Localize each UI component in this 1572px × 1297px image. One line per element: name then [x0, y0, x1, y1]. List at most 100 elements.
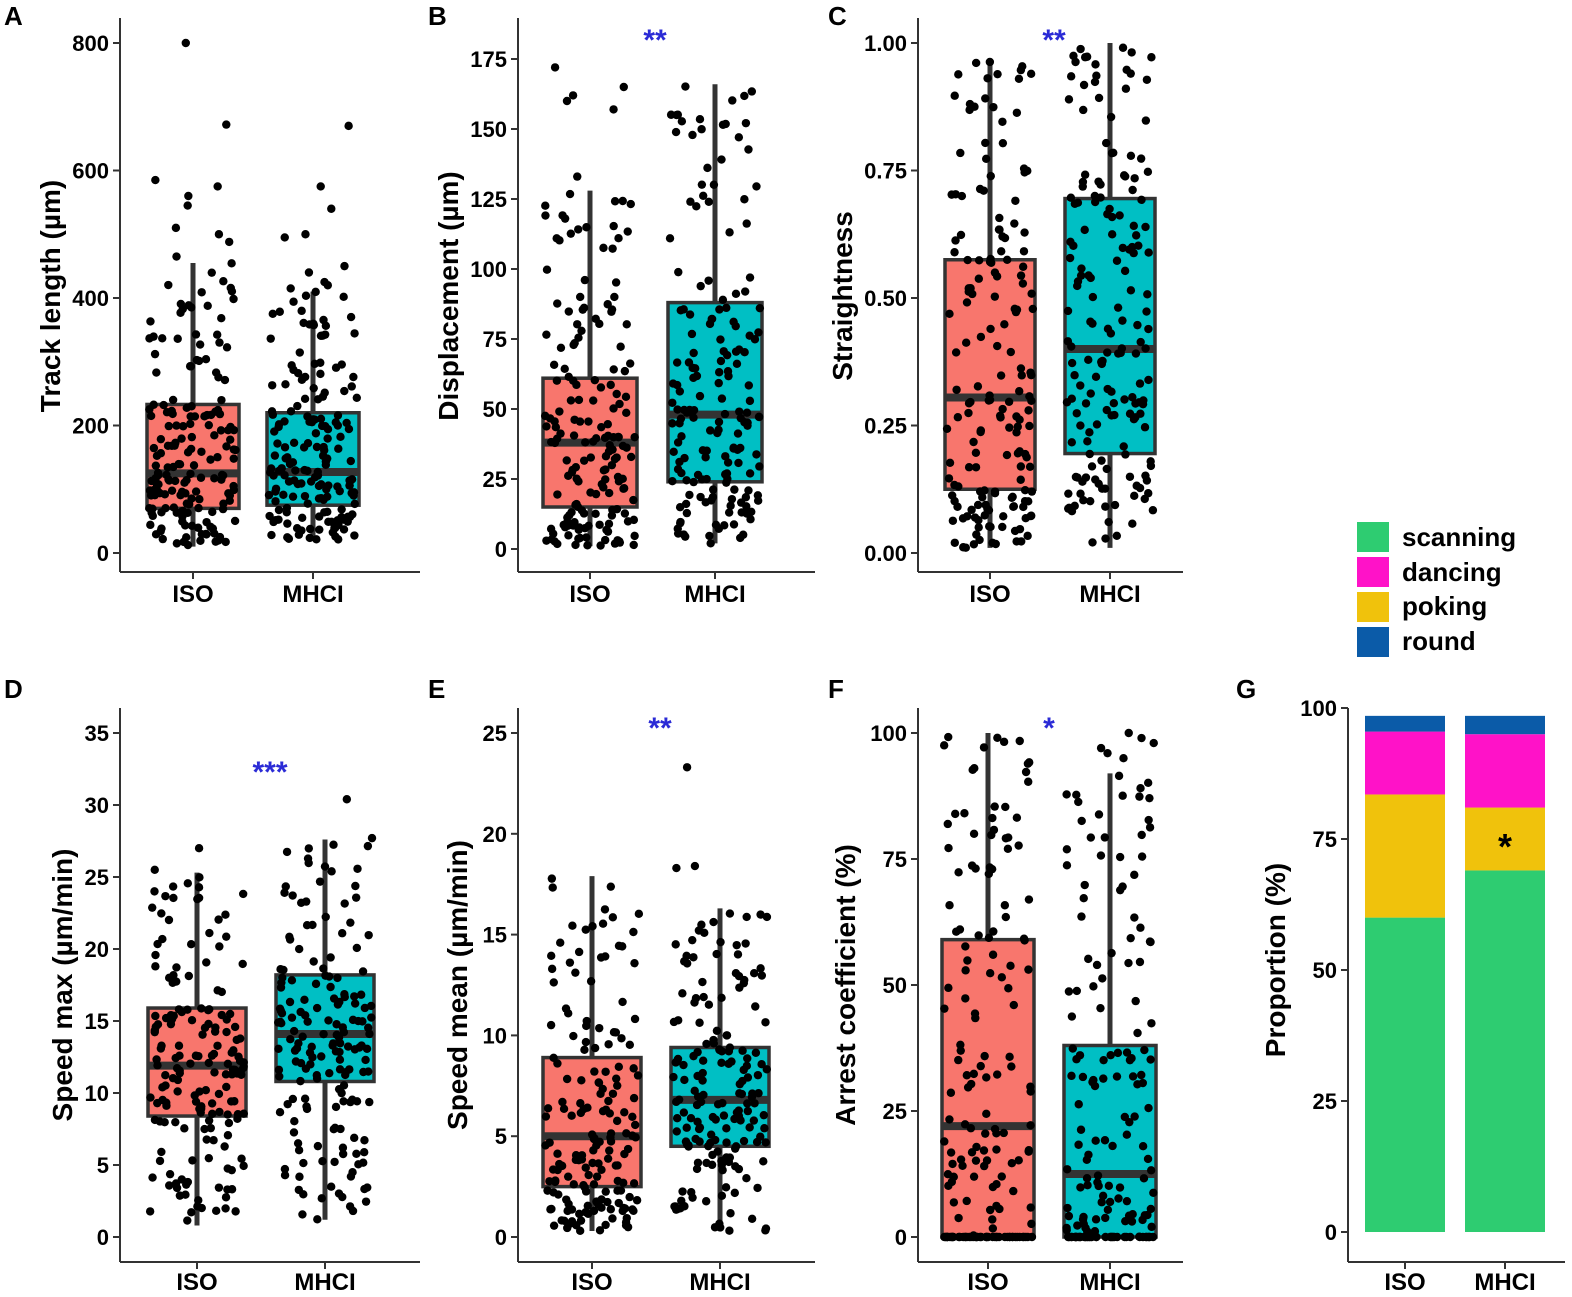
data-point [618, 196, 627, 206]
data-point [1027, 396, 1036, 405]
data-point [590, 1067, 599, 1076]
data-point [321, 912, 330, 922]
data-point [299, 1158, 308, 1168]
data-point [724, 1047, 734, 1056]
data-point [300, 1094, 310, 1103]
data-point [690, 364, 700, 373]
data-point [998, 522, 1007, 532]
data-point [1078, 177, 1088, 187]
data-point [174, 1041, 184, 1050]
data-point [689, 477, 698, 487]
y-tick-label: 0 [495, 537, 507, 562]
data-point [145, 405, 154, 414]
data-point [606, 380, 615, 390]
data-point [704, 276, 713, 285]
data-point [560, 214, 570, 223]
data-point [1101, 1213, 1110, 1223]
data-point [1120, 266, 1130, 276]
data-point [1020, 485, 1030, 495]
data-point [1118, 243, 1128, 253]
data-point [304, 858, 313, 868]
data-point [1091, 1215, 1101, 1224]
data-point [747, 1092, 757, 1102]
data-point [586, 453, 596, 462]
data-point [280, 888, 289, 897]
data-point [1072, 986, 1082, 996]
data-point [1112, 531, 1122, 540]
data-point [207, 1099, 217, 1108]
data-point [553, 299, 562, 308]
data-point [1067, 438, 1077, 447]
data-point [629, 540, 638, 550]
data-point [151, 950, 160, 960]
data-point [1118, 43, 1128, 52]
data-point [547, 1204, 556, 1214]
data-point [1138, 399, 1148, 409]
y-tick-label: 200 [72, 414, 109, 439]
data-point [1093, 1178, 1102, 1187]
data-point [556, 343, 566, 352]
data-point [313, 1215, 322, 1224]
data-point [1023, 531, 1032, 541]
data-point [1015, 736, 1024, 746]
data-point [328, 1039, 338, 1048]
data-point [574, 395, 584, 405]
data-point [753, 491, 763, 500]
data-point [349, 488, 359, 497]
data-point [733, 950, 743, 959]
data-point [177, 1175, 187, 1184]
data-point [188, 1156, 197, 1165]
data-point [292, 1044, 302, 1053]
data-point [973, 382, 983, 391]
data-point [321, 460, 331, 470]
data-point [596, 383, 606, 392]
data-point [1121, 450, 1130, 459]
data-point [184, 971, 194, 981]
data-point [1016, 462, 1026, 471]
data-point [194, 1196, 203, 1205]
data-point [988, 813, 997, 823]
data-point [682, 476, 691, 485]
data-point [176, 308, 185, 317]
data-point [1137, 830, 1146, 840]
data-point [564, 1199, 573, 1209]
data-point [973, 500, 983, 510]
data-point [210, 431, 219, 440]
data-point [206, 1123, 215, 1133]
data-point [214, 915, 223, 924]
data-point [183, 540, 193, 550]
data-point [350, 499, 359, 509]
data-point [1001, 912, 1011, 922]
data-point [204, 1153, 214, 1163]
data-point [351, 893, 361, 902]
data-point [595, 520, 604, 529]
data-point [1012, 428, 1021, 437]
data-point [943, 1232, 952, 1242]
data-point [182, 403, 191, 413]
data-point [1012, 537, 1021, 546]
data-point [276, 983, 286, 992]
data-point [222, 932, 231, 941]
data-point [611, 1028, 621, 1037]
data-point [1140, 494, 1149, 504]
data-point [1122, 65, 1131, 74]
data-point [951, 348, 961, 357]
data-point [545, 1177, 554, 1186]
data-point [676, 518, 685, 528]
data-point [239, 1161, 248, 1171]
data-point [722, 1138, 731, 1147]
data-point [1027, 487, 1037, 496]
data-point [1092, 960, 1102, 970]
data-point [714, 378, 723, 388]
data-point [1064, 987, 1074, 996]
data-point [607, 460, 617, 470]
data-point [1142, 75, 1152, 84]
data-point [553, 490, 562, 499]
data-point [267, 464, 276, 473]
data-point [145, 504, 154, 513]
data-point [296, 1076, 305, 1086]
data-point [230, 1022, 240, 1032]
data-point [706, 539, 715, 548]
data-point [348, 1206, 358, 1216]
data-point [584, 417, 593, 426]
